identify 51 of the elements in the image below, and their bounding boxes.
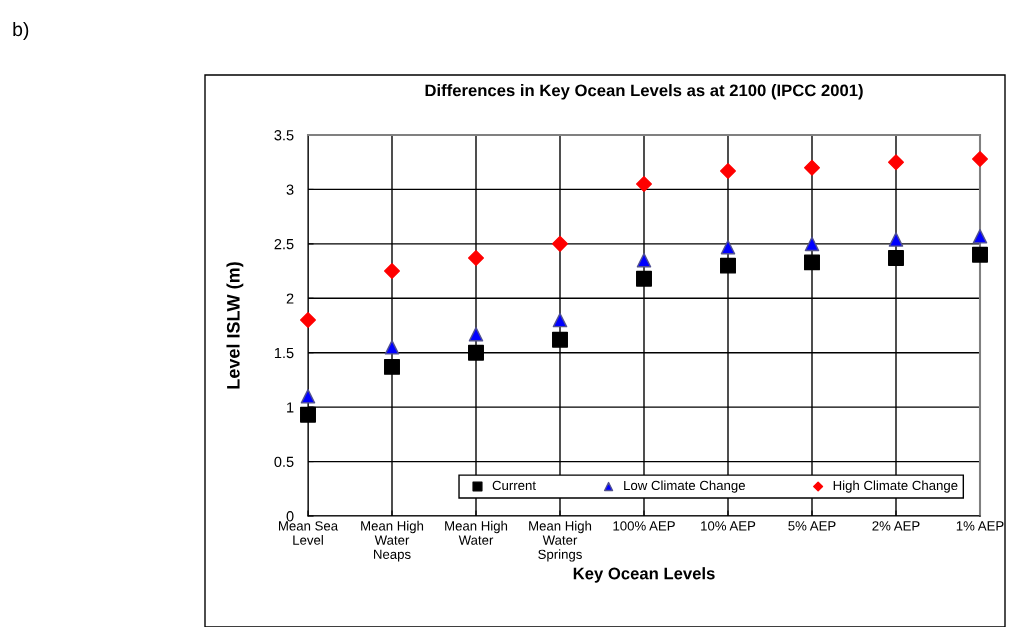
point (468, 344, 484, 361)
text: b) (13, 21, 29, 41)
y-tick-label: 2 (286, 293, 294, 304)
point (720, 162, 736, 179)
point (384, 358, 400, 375)
point (300, 312, 316, 329)
point (972, 246, 988, 263)
point (552, 312, 568, 328)
x-tick-label: Mean High Water (445, 520, 508, 545)
x-tick-label: 10% AEP (701, 521, 756, 531)
x-tick-label: 100% AEP (613, 521, 675, 531)
point (888, 232, 904, 247)
y-tick-label: 1.5 (274, 347, 294, 359)
point (636, 252, 652, 268)
x-axis-title: Key Ocean Levels (573, 567, 715, 583)
y-tick-label: 0 (286, 511, 294, 522)
legend-label: Low Climate Change (624, 480, 745, 493)
y-tick-label: 3 (286, 184, 294, 195)
point (804, 254, 820, 271)
point (972, 150, 988, 167)
point (720, 239, 736, 255)
legend-label: Current (492, 480, 536, 491)
point (384, 263, 400, 280)
point (552, 235, 568, 252)
point (300, 388, 316, 404)
y-tick-label: 1 (287, 402, 294, 413)
legend-label: High Climate Change (833, 480, 958, 493)
point (468, 326, 484, 342)
point (636, 176, 652, 192)
y-tick-label: 2.5 (274, 238, 294, 250)
point (804, 236, 820, 252)
point (720, 257, 736, 274)
x-tick-label: Mean High Water Neaps (361, 520, 424, 562)
x-tick-label: Mean Sea Level (279, 521, 339, 545)
point (552, 331, 568, 348)
y-tick-label: 3.5 (274, 130, 294, 141)
point (468, 250, 484, 266)
point (972, 228, 988, 244)
point (636, 270, 652, 287)
x-tick-label: 2% AEP (872, 521, 920, 531)
point (804, 159, 820, 176)
chart-title: Differences in Key Ocean Levels as at 2100 (IPCC 2001) (425, 84, 863, 100)
x-tick-label: Mean High Water Springs (529, 520, 592, 562)
x-tick-label: 1% AEP (956, 521, 1004, 531)
point (888, 250, 904, 266)
point (888, 154, 904, 171)
point (300, 406, 316, 423)
y-tick-label: 0.5 (274, 456, 294, 467)
x-tick-label: 5% AEP (788, 521, 836, 531)
y-axis-title: Level ISLW (m) (226, 262, 244, 389)
point (384, 339, 400, 355)
